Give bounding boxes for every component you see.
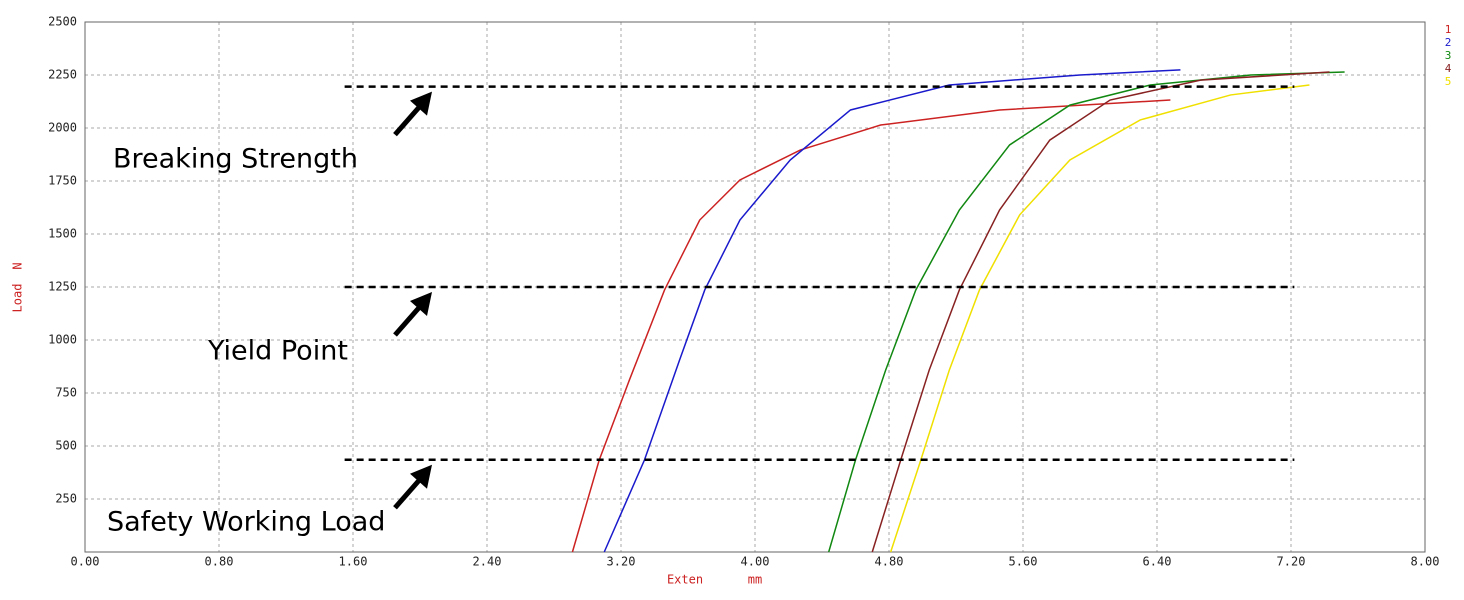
y-tick-label: 1500	[48, 227, 77, 241]
legend-entry: 5	[1445, 75, 1452, 88]
legend-entry: 4	[1445, 62, 1452, 75]
data-line	[871, 71, 1330, 553]
y-axis-unit: N	[11, 262, 25, 269]
x-tick-label: 0.80	[205, 555, 234, 569]
x-tick-label: 8.00	[1411, 555, 1440, 569]
x-tick-label: 7.20	[1277, 555, 1306, 569]
x-tick-label: 5.60	[1009, 555, 1038, 569]
arrow-head	[410, 91, 432, 116]
y-tick-label: 1000	[48, 333, 77, 347]
y-tick-label: 2250	[48, 68, 77, 82]
y-tick-label: 500	[55, 439, 77, 453]
arrow-head	[410, 292, 432, 316]
y-tick-label: 2500	[48, 15, 77, 29]
data-line	[603, 69, 1181, 553]
y-tick-label: 2000	[48, 121, 77, 135]
x-tick-label: 6.40	[1143, 555, 1172, 569]
y-axis-label: Load	[11, 284, 25, 313]
legend-entry: 1	[1445, 23, 1452, 36]
annotation-label: Breaking Strength	[113, 144, 358, 175]
y-tick-label: 750	[55, 386, 77, 400]
legend-entry: 3	[1445, 49, 1452, 62]
legend-entry: 2	[1445, 36, 1452, 49]
y-tick-label: 1250	[48, 280, 77, 294]
x-tick-label: 4.00	[741, 555, 770, 569]
y-tick-label: 1750	[48, 174, 77, 188]
y-tick-label: 250	[55, 492, 77, 506]
plot-border	[84, 21, 1426, 553]
x-tick-label: 0.00	[71, 555, 100, 569]
x-axis-unit: mm	[748, 573, 762, 587]
x-tick-label: 3.20	[607, 555, 636, 569]
x-tick-label: 1.60	[339, 555, 368, 569]
x-axis-label: Exten	[667, 573, 703, 587]
annotation-label: Safety Working Load	[107, 507, 385, 538]
annotation-label: Yield Point	[207, 336, 348, 367]
x-tick-label: 4.80	[875, 555, 904, 569]
x-tick-label: 2.40	[473, 555, 502, 569]
data-line	[889, 84, 1310, 553]
arrow-head	[410, 464, 432, 489]
data-line	[571, 99, 1171, 553]
